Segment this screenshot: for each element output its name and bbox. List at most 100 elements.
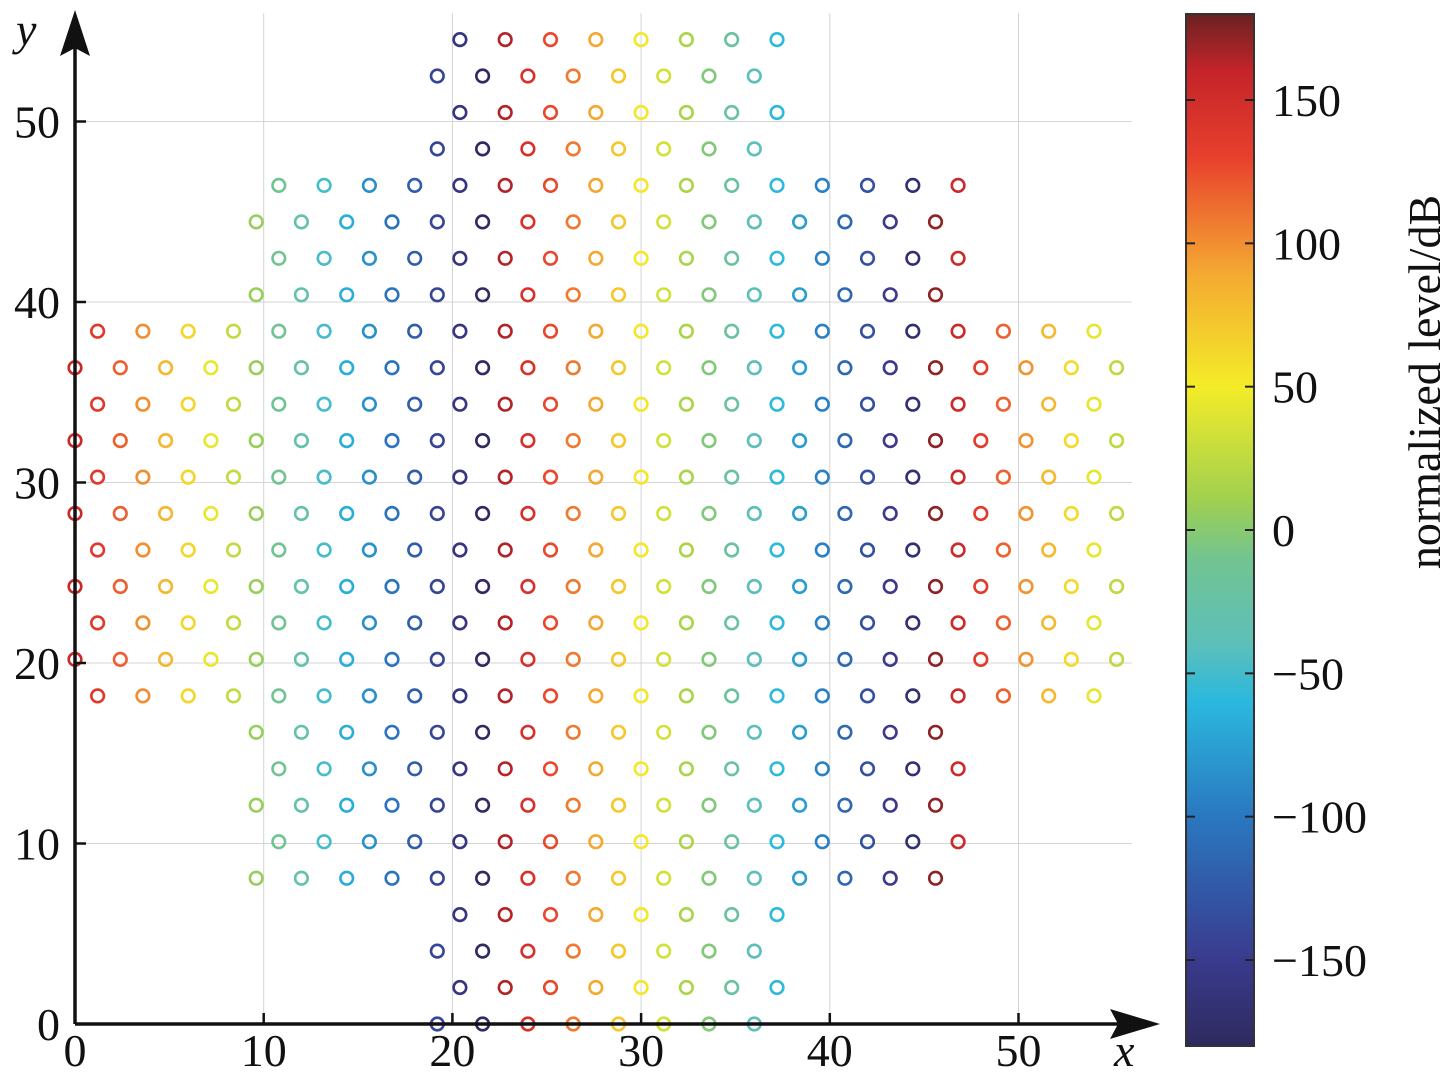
data-point [701,68,717,84]
data-point [407,323,423,339]
data-point [746,797,762,813]
data-point [452,31,468,48]
data-point [316,396,332,412]
data-point [588,615,604,631]
axes [60,10,1160,1039]
data-point [271,615,287,631]
data-point [950,177,966,193]
data-point [995,469,1012,485]
data-point [452,615,468,631]
data-point [384,433,400,449]
data-point [724,469,740,485]
data-point [610,433,627,449]
data-point [384,797,400,813]
data-point [859,250,876,266]
data-point [588,177,604,193]
data-point [89,542,106,558]
data-point [520,287,536,303]
data-point [588,250,604,266]
data-point [656,287,672,303]
data-point [769,761,785,777]
data-point [724,906,740,923]
data-point [633,250,649,266]
data-point [429,651,445,668]
data-point [927,578,944,595]
data-point [225,542,242,558]
data-point [950,469,966,485]
data-point [248,433,264,449]
data-point [678,323,695,339]
data-point [452,177,468,193]
data-point [497,979,513,996]
data-point [475,287,491,303]
data-point [610,651,627,668]
data-point [588,396,604,412]
data-point [180,469,196,485]
data-point [361,396,378,412]
data-point [633,979,649,996]
data-point [656,360,672,376]
data-point [950,542,966,558]
data-point [475,651,491,668]
data-point [520,360,536,376]
data-point [384,724,400,740]
data-point [656,651,672,668]
data-point [542,104,559,121]
colorbar-tick-label: 50 [1272,362,1318,413]
data-point [1086,469,1102,485]
data-point [927,797,944,813]
data-point [656,214,672,230]
data-point [746,505,762,522]
data-point [225,615,242,631]
data-point [588,469,604,485]
data-point [429,578,445,595]
data-point [678,396,695,412]
data-point [497,396,513,412]
data-point [542,323,559,339]
data-point [791,724,808,740]
data-point [724,104,740,121]
x-axis-label: x [1113,1025,1135,1076]
data-point [633,615,649,631]
data-point [837,651,853,668]
data-point [837,724,853,740]
data-point [520,433,536,449]
data-point [384,651,400,668]
data-point [769,177,785,193]
data-point [1018,651,1034,668]
colorbar-tick-label: −100 [1272,792,1367,843]
data-point [112,578,128,595]
data-point [89,396,106,412]
data-point [203,433,219,449]
data-point [678,177,695,193]
data-point [656,870,672,886]
data-point [520,651,536,668]
data-point [701,141,717,157]
data-point [633,31,649,48]
data-point [452,761,468,777]
data-point [905,688,921,704]
data-point [407,542,423,558]
data-point [271,834,287,850]
data-point [724,396,740,412]
data-point [610,943,627,959]
data-point [701,797,717,813]
data-point [158,360,174,376]
data-point [950,323,966,339]
data-point [180,688,196,704]
data-point [724,177,740,193]
x-tick-label: 50 [996,1025,1042,1076]
data-point [746,433,762,449]
data-point [339,433,355,449]
data-point [452,396,468,412]
data-point [361,615,378,631]
data-point [678,31,695,48]
data-point [565,287,581,303]
data-point [588,31,604,48]
data-point [701,870,717,886]
colorbar-label: normalized level/dB [1399,195,1440,569]
data-point [701,433,717,449]
data-point [203,360,219,376]
x-tick-label: 20 [429,1025,475,1076]
data-point [565,870,581,886]
